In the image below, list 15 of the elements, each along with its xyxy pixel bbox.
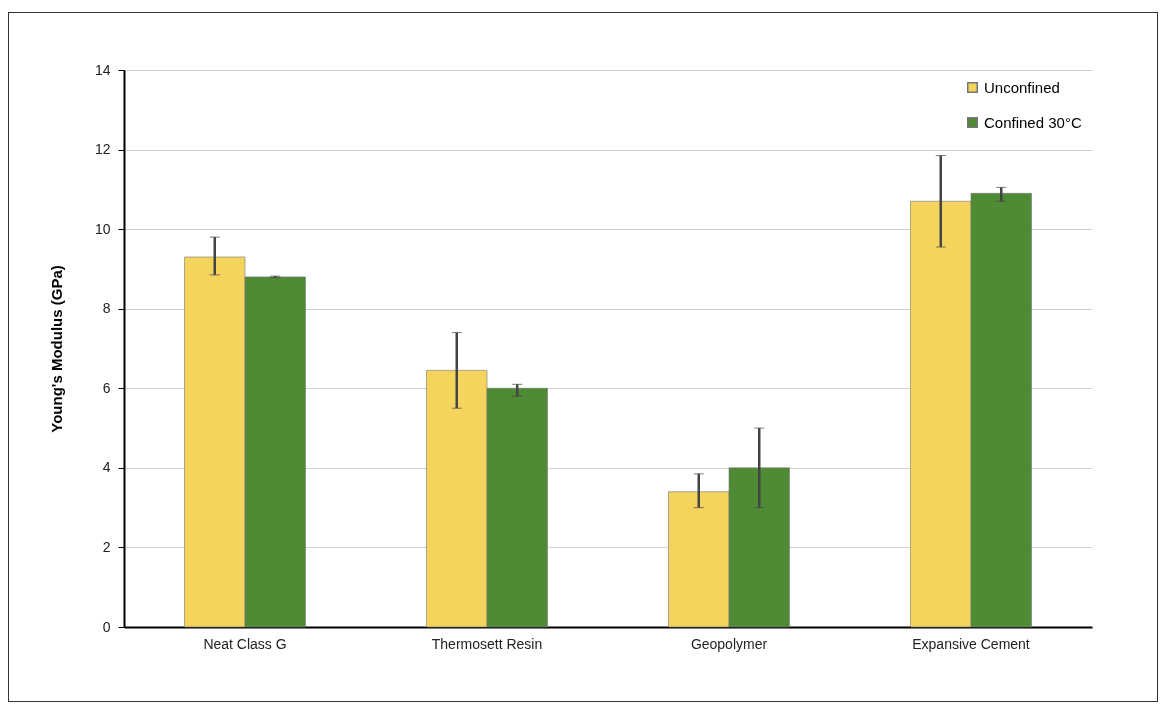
- y-tick-label: 4: [102, 459, 111, 476]
- y-tick-label: 12: [94, 141, 111, 158]
- x-tick-label: Geopolymer: [690, 635, 768, 652]
- y-axis-title: Young's Modulus (GPa): [47, 265, 65, 433]
- x-tick-label: Thermosett Resin: [431, 635, 543, 652]
- legend-label: Unconfined: [984, 78, 1060, 96]
- y-tick-label: 8: [102, 300, 111, 317]
- y-tick-label: 14: [94, 61, 111, 78]
- y-tick-label: 10: [94, 220, 111, 237]
- y-tick-label: 2: [102, 538, 111, 555]
- x-tick-label: Expansive Cement: [912, 635, 1030, 652]
- x-tick-label: Neat Class G: [203, 635, 287, 652]
- legend-label: Confined 30°C: [984, 113, 1082, 131]
- y-tick-label: 6: [102, 379, 111, 396]
- y-tick-label: 0: [102, 618, 111, 635]
